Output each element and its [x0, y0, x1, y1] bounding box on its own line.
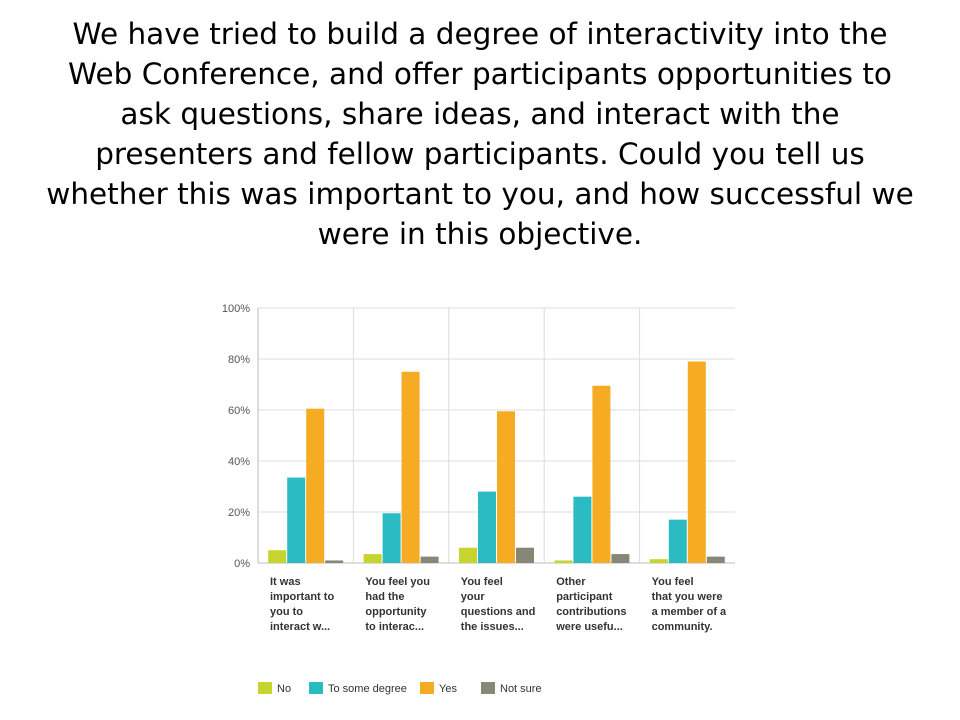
bar-to-some-degree [382, 513, 401, 563]
bar-yes [306, 408, 325, 563]
plot-area [258, 308, 735, 563]
legend-swatch [258, 682, 272, 694]
chart-bars [268, 361, 725, 563]
bar-not-sure [706, 556, 725, 563]
category-label: You feel your questions and the issues... [461, 576, 536, 633]
chart-gridlines [257, 307, 735, 564]
bar-yes [592, 385, 611, 563]
y-tick-label: 40% [228, 456, 250, 468]
legend-label: Yes [439, 683, 457, 695]
bar-not-sure [420, 556, 439, 563]
slide-title: We have tried to build a degree of inter… [46, 17, 914, 251]
bar-to-some-degree [287, 477, 306, 563]
y-axis-ticks: 0% 20% 40% 60% 80% 100% [222, 303, 250, 570]
y-tick-label: 100% [222, 303, 250, 315]
x-axis-category-labels: It was important to you to interact w... You… [270, 576, 727, 633]
legend-swatch [309, 682, 323, 694]
category-label: Other participant contributions were usefu.… [555, 576, 626, 633]
bar-yes [687, 361, 706, 563]
legend-label: Not sure [500, 683, 542, 695]
category-label: You feel you had the opportunity to interac… [365, 576, 430, 633]
legend-swatch [481, 682, 495, 694]
legend-label: To some degree [328, 683, 407, 695]
y-tick-label: 60% [228, 405, 250, 417]
bar-no [554, 560, 573, 563]
y-tick-label: 0% [234, 558, 250, 570]
bar-not-sure [611, 554, 630, 563]
bar-to-some-degree [573, 496, 592, 563]
bar-no [268, 550, 287, 563]
category-label: It was important to you to interact w... [270, 576, 334, 633]
chart-legend: No To some degree Yes Not sure [258, 682, 542, 695]
bar-to-some-degree [668, 519, 687, 563]
bar-yes [401, 371, 420, 563]
bar-no [459, 547, 477, 563]
legend-label: No [277, 683, 291, 695]
bar-yes [497, 411, 515, 563]
bar-not-sure [516, 547, 534, 563]
y-tick-label: 80% [228, 354, 250, 366]
legend-swatch [420, 682, 434, 694]
y-tick-label: 20% [228, 507, 250, 519]
bar-no [363, 554, 382, 563]
bar-to-some-degree [478, 491, 496, 563]
category-label: You feel that you were a member of a commun… [652, 576, 727, 633]
bar-no [649, 559, 668, 563]
bar-not-sure [325, 560, 344, 563]
